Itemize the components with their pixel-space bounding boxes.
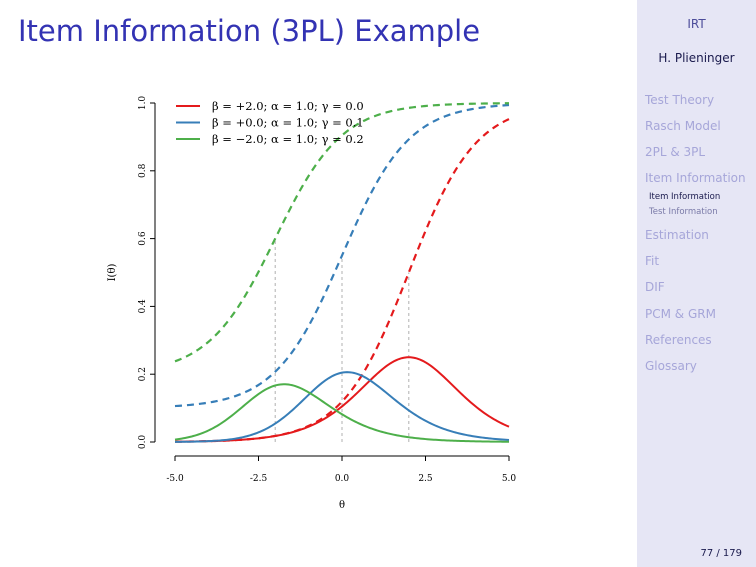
y-tick-label: 1.0: [138, 96, 148, 111]
sidebar-item-dif[interactable]: DIF: [645, 280, 665, 294]
legend-label-1: β = +2.0; α = 1.0; γ = 0.0: [212, 99, 364, 113]
sidebar-navigation: IRT H. Plieninger Test Theory Rasch Mode…: [637, 0, 756, 567]
y-tick-label: 0.6: [138, 231, 148, 246]
sidebar-item-2pl-3pl[interactable]: 2PL & 3PL: [645, 145, 706, 159]
x-tick-label: -2.5: [250, 474, 268, 484]
x-tick-label: 5.0: [502, 474, 517, 484]
sidebar-item-item-information[interactable]: Item Information: [645, 171, 746, 185]
item-information-chart: -5.0 -2.5 0.0 2.5 5.0 0.0 0.2 0.4 0.6 0.8 1.0 θ I(θ)…: [107, 96, 517, 511]
sidebar-item-fit[interactable]: Fit: [645, 254, 660, 268]
sidebar-presentation-title[interactable]: IRT: [687, 17, 706, 31]
sidebar-item-estimation[interactable]: Estimation: [645, 228, 709, 242]
sidebar-item-test-theory[interactable]: Test Theory: [645, 93, 715, 107]
probability-curve-item-2: [174, 103, 510, 408]
legend-label-2: β = +0.0; α = 1.0; γ = 0.1: [212, 116, 364, 130]
y-tick-label: 0.4: [138, 299, 148, 314]
sidebar-item-references[interactable]: References: [645, 333, 712, 347]
information-curve-item-1: [174, 356, 510, 443]
x-tick-label: -5.0: [166, 474, 184, 484]
y-tick-label: 0.2: [138, 367, 148, 381]
legend-label-3: β = −2.0; α = 1.0; γ = 0.2: [212, 132, 364, 146]
information-curve-item-3: [174, 383, 510, 443]
sidebar-author[interactable]: H. Plieninger: [658, 51, 735, 65]
slide-title: Item Information (3PL) Example: [18, 14, 481, 48]
sidebar-subitem-test-information[interactable]: Test Information: [649, 207, 718, 217]
page-number: 77 / 179: [700, 548, 742, 559]
x-tick-label: 0.0: [335, 474, 350, 484]
y-tick-label: 0.0: [138, 435, 148, 450]
sidebar-item-glossary[interactable]: Glossary: [645, 359, 697, 373]
sidebar-subitem-item-information[interactable]: Item Information: [649, 192, 721, 202]
x-tick-label: 2.5: [418, 474, 433, 484]
sidebar-item-rasch-model[interactable]: Rasch Model: [645, 119, 721, 133]
sidebar-item-pcm-grm[interactable]: PCM & GRM: [645, 307, 716, 321]
y-axis-label: I(θ): [107, 264, 118, 282]
x-axis-label: θ: [339, 500, 345, 511]
y-tick-label: 0.8: [138, 163, 148, 178]
information-curve-item-2: [174, 371, 510, 443]
